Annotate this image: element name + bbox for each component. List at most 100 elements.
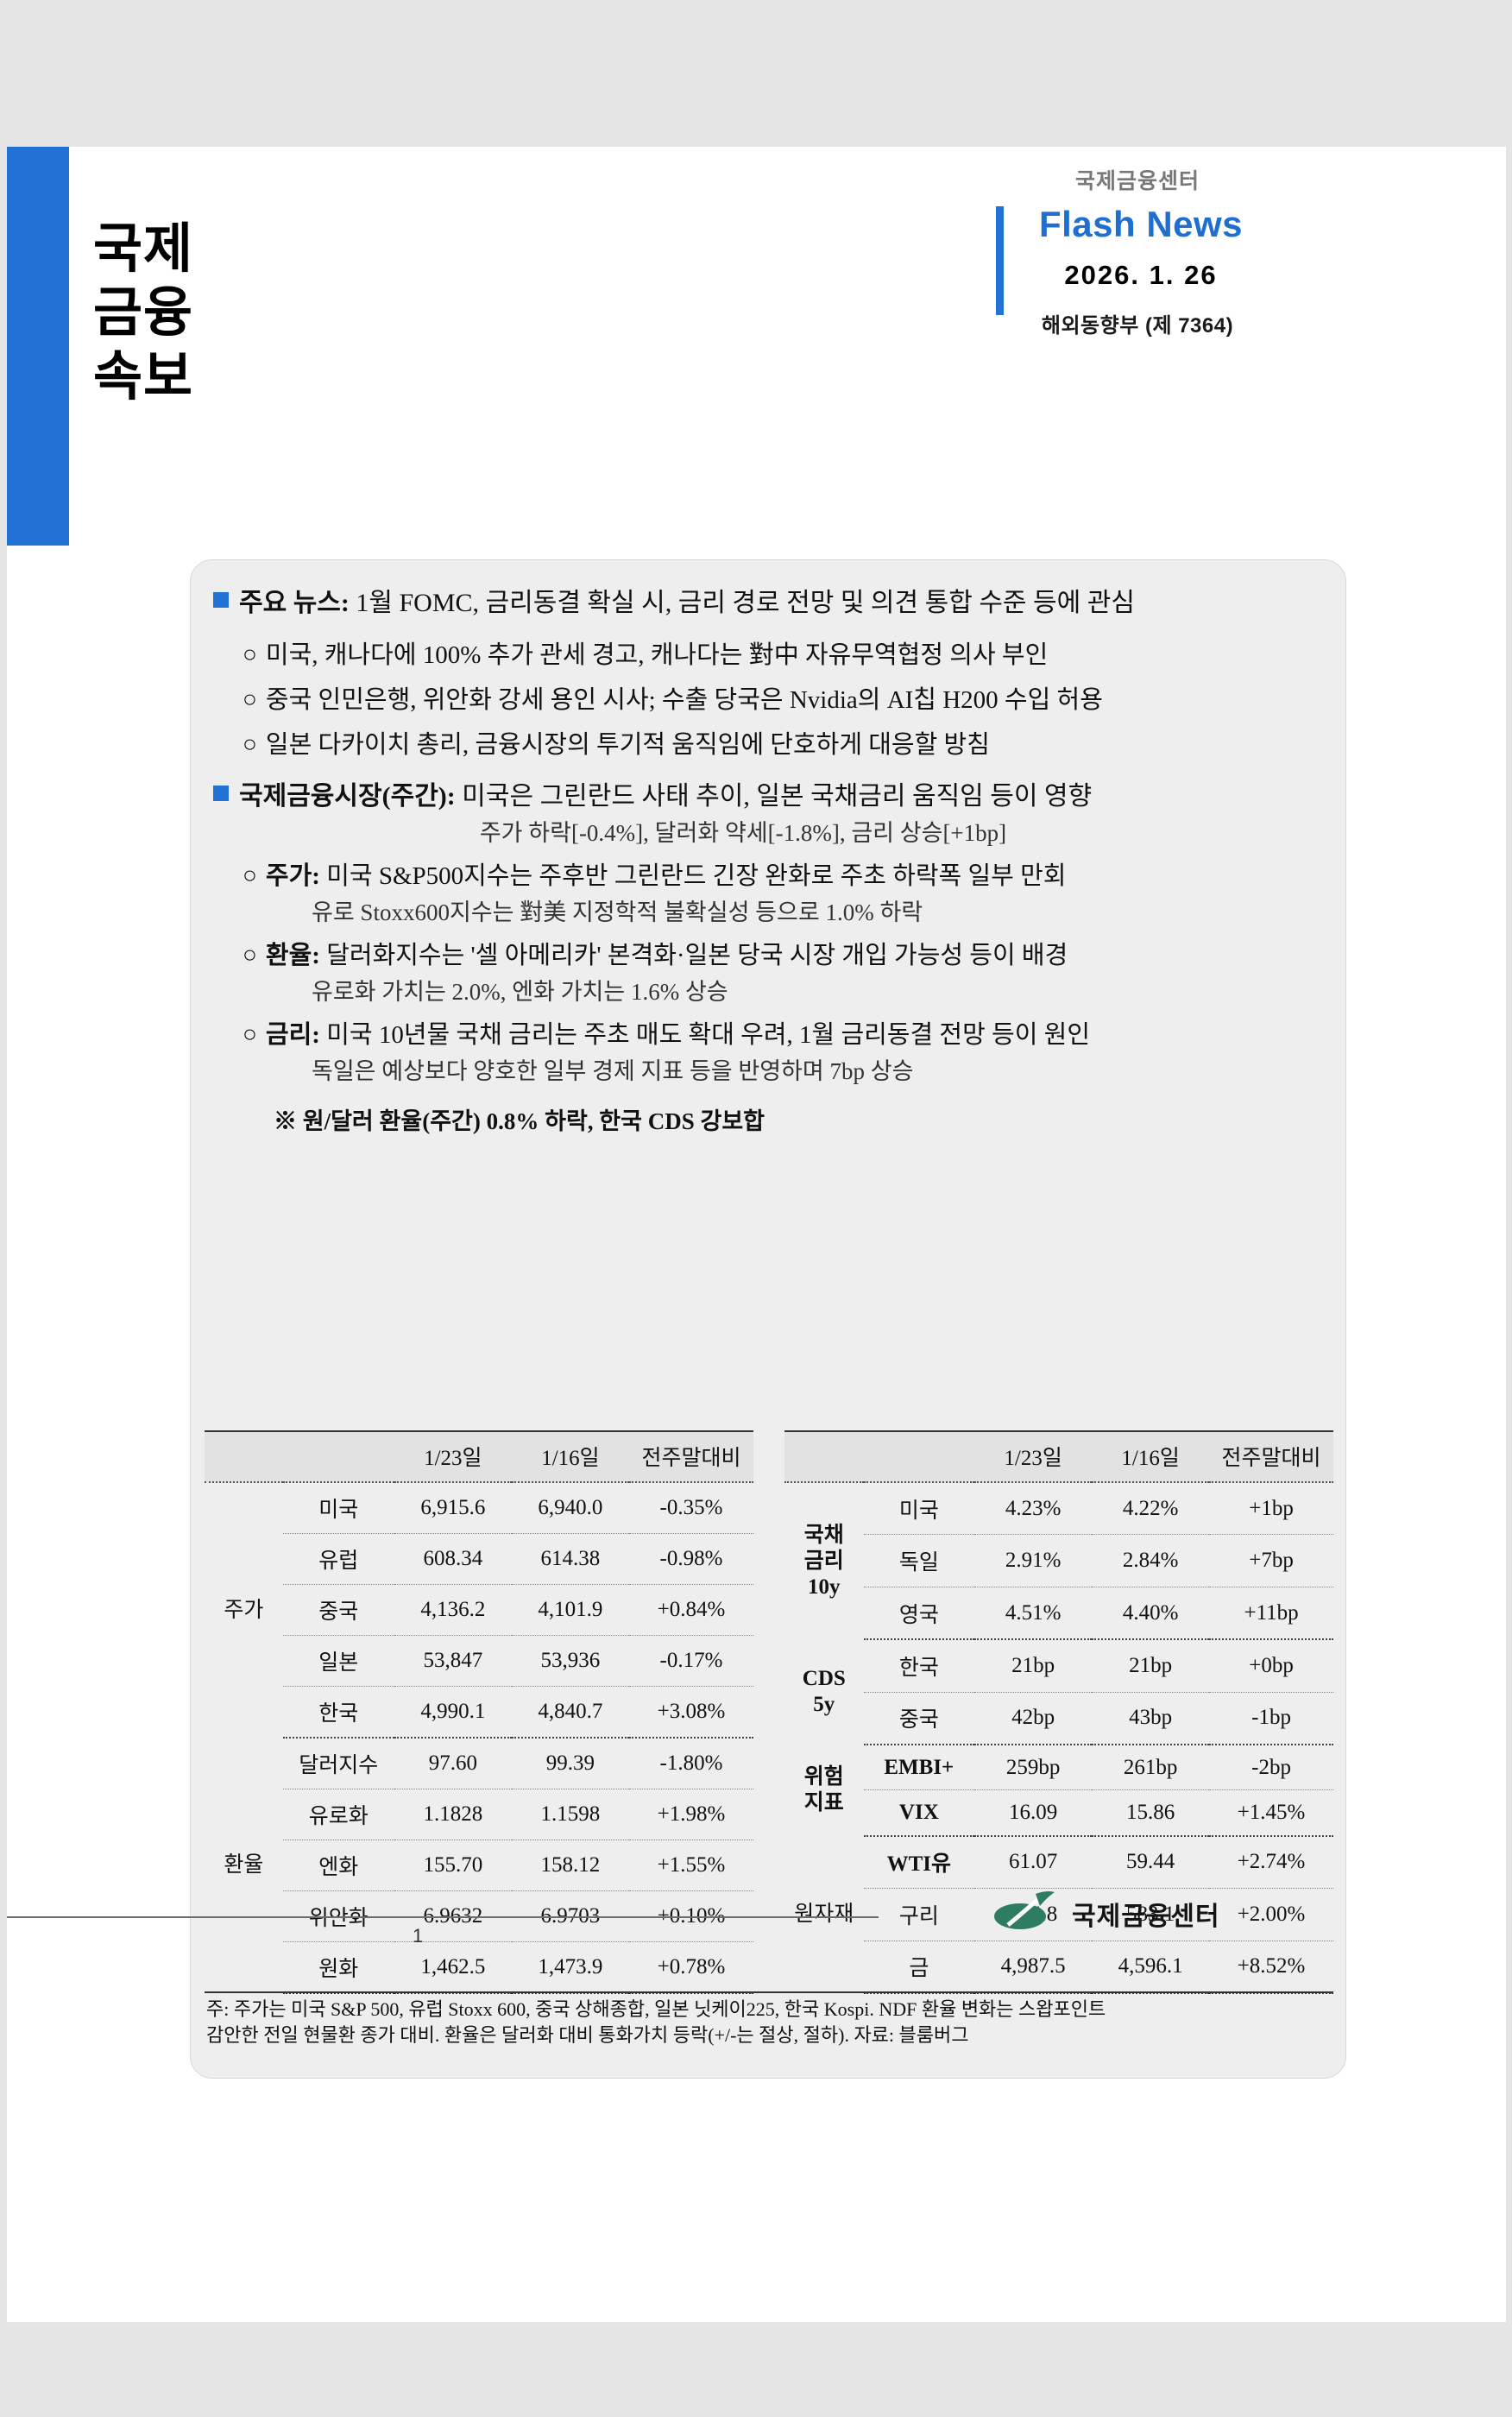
section-stocks-label: 주가: [265, 862, 320, 890]
table-row: 원화 1,462.5 1,473.9 +0.78% [205, 1941, 753, 1994]
footnote-line-1: 주: 주가는 미국 S&P 500, 유럽 Stoxx 600, 중국 상해종합… [206, 1998, 1106, 2020]
market-table-left: 1/23일 1/16일 전주말대비 주가 미국 6,915.6 6,940.0 … [205, 1430, 753, 1994]
table-row: 중국 4,136.2 4,101.9 +0.84% [205, 1584, 753, 1636]
value-change: +2.00% [1209, 1888, 1333, 1941]
section-rates-label: 금리: [265, 1021, 320, 1049]
header-date-previous: 1/16일 [511, 1430, 629, 1483]
group-label-stocks: 주가 [224, 1598, 264, 1622]
section-fx: ○ 환율: 달러화지수는 '셀 아메리카' 본격화·일본 당국 시장 개입 가능성… [208, 937, 1330, 975]
footer-logo-text: 국제금융센터 [1072, 1902, 1220, 1931]
row-label: 미국 [282, 1482, 394, 1534]
header-group-col [205, 1430, 283, 1483]
header-group-col [784, 1430, 864, 1483]
brand-accent-bar [995, 206, 1004, 315]
value-previous: 583.1 [1092, 1888, 1210, 1941]
circle-bullet-icon: ○ [243, 641, 257, 668]
value-change: -0.98% [628, 1533, 753, 1585]
table-row: 영국 4.51% 4.40% +11bp [784, 1587, 1333, 1641]
value-change: +8.52% [1209, 1941, 1333, 1994]
value-current: 6,915.6 [394, 1482, 512, 1534]
section-rates-subtext: 독일은 예상보다 양호한 일부 경제 지표 등을 반영하며 7bp 상승 [312, 1058, 914, 1084]
value-change: +0bp [1209, 1639, 1333, 1693]
section-stocks-subtext: 유로 Stoxx600지수는 對美 지정학적 불확실성 등으로 1.0% 하락 [312, 899, 923, 925]
value-change: +1.45% [1209, 1789, 1333, 1837]
value-change: +1.55% [628, 1840, 753, 1891]
value-change: -0.17% [628, 1635, 753, 1687]
table-row: 주가 미국 6,915.6 6,940.0 -0.35% [205, 1482, 753, 1622]
masthead-title: 국제 금융 속보 [93, 218, 318, 409]
value-previous: 1.1598 [511, 1789, 629, 1840]
bullet-item-3: ○ 일본 다카이치 총리, 금융시장의 투기적 움직임에 단호하게 대응할 방침 [208, 726, 1330, 764]
headline-main-news-label: 주요 뉴스: [239, 589, 350, 617]
table-row: VIX 16.09 15.86 +1.45% [784, 1789, 1333, 1837]
table-row: 엔화 155.70 158.12 +1.55% [205, 1840, 753, 1891]
value-previous: 4,596.1 [1092, 1941, 1210, 1994]
masthead-title-line-2: 금융 [93, 283, 194, 343]
value-change: +1bp [1209, 1482, 1333, 1536]
value-previous: 4.22% [1092, 1482, 1210, 1536]
table-row: 환율 달러지수 97.60 99.39 -1.80% [205, 1738, 753, 1877]
value-previous: 2.84% [1092, 1534, 1210, 1587]
value-change: -0.35% [628, 1482, 753, 1534]
row-label: 한국 [282, 1686, 394, 1739]
header-row-label-col [282, 1430, 394, 1483]
row-label: 원화 [282, 1941, 394, 1994]
header-date-previous: 1/16일 [1092, 1430, 1210, 1483]
table-right-body: 국채 금리 10y 미국 4.23% 4.22% +1bp 독일 2.91% 2… [784, 1482, 1333, 1994]
value-change: +3.08% [628, 1686, 753, 1739]
value-previous: 261bp [1092, 1745, 1210, 1791]
value-previous: 614.38 [511, 1533, 629, 1585]
kcif-logo-icon [991, 1889, 1060, 1938]
value-current: 61.07 [974, 1835, 1093, 1890]
section-fx-subtext: 유로화 가치는 2.0%, 엔화 가치는 1.6% 상승 [312, 979, 728, 1005]
bullet-item-1-text: 미국, 캐나다에 100% 추가 관세 경고, 캐나다는 對中 자유무역협정 의… [265, 641, 1049, 669]
row-label: WTI유 [863, 1835, 975, 1890]
value-current: 21bp [974, 1639, 1093, 1693]
value-previous: 15.86 [1092, 1789, 1210, 1837]
masthead-title-line-1: 국제 [93, 219, 194, 279]
value-current: 4,136.2 [394, 1584, 512, 1636]
value-change: +1.98% [628, 1789, 753, 1840]
table-row: 중국 42bp 43bp -1bp [784, 1692, 1333, 1746]
value-current: 16.09 [974, 1789, 1093, 1837]
headline-market-weekly: 국제금융시장(주간): 미국은 그린란드 사태 추이, 일본 국채금리 움직임 … [208, 778, 1330, 816]
value-current: 42bp [974, 1692, 1093, 1746]
headline-main-news: 주요 뉴스: 1월 FOMC, 금리동결 확실 시, 금리 경로 전망 및 의견… [208, 584, 1330, 622]
headline-main-news-text: 1월 FOMC, 금리동결 확실 시, 금리 경로 전망 및 의견 통합 수준 … [349, 589, 1135, 617]
section-fx-label: 환율: [265, 942, 320, 969]
publication-date: 2026. 1. 26 [1064, 260, 1218, 290]
market-weekly-subtext: 주가 하락[-0.4%], 달러화 약세[-1.8%], 금리 상승[+1bp] [479, 820, 1007, 846]
table-row: 일본 53,847 53,936 -0.17% [205, 1635, 753, 1687]
value-current: 4,987.5 [974, 1941, 1093, 1994]
table-row: 국채 금리 10y 미국 4.23% 4.22% +1bp [784, 1482, 1333, 1599]
header-row-label-col [863, 1430, 975, 1483]
value-previous: 43bp [1092, 1692, 1210, 1746]
header-date-current: 1/23일 [974, 1430, 1093, 1483]
bullet-item-1: ○ 미국, 캐나다에 100% 추가 관세 경고, 캐나다는 對中 자유무역협정 … [208, 636, 1330, 674]
group-label-cds: CDS 5y [802, 1667, 846, 1717]
footer-divider [7, 1916, 879, 1918]
row-label: 유럽 [282, 1533, 394, 1585]
table-row: 유로화 1.1828 1.1598 +1.98% [205, 1789, 753, 1840]
value-current: 1,462.5 [394, 1941, 512, 1994]
section-stocks: ○ 주가: 미국 S&P500지수는 주후반 그린란드 긴장 완화로 주초 하락폭… [208, 857, 1330, 895]
table-row: 구리 594.8 583.1 +2.00% [784, 1888, 1333, 1941]
footnote-divider [205, 1991, 1333, 1993]
row-label: 달러지수 [282, 1738, 394, 1789]
value-previous: 1,473.9 [511, 1941, 629, 1994]
brand-organization: 국제금융센터 [1074, 169, 1200, 193]
group-label-commodities: 원자재 [794, 1902, 854, 1926]
value-current: 259bp [974, 1745, 1093, 1791]
square-bullet-icon [213, 786, 229, 801]
table-row: 한국 4,990.1 4,840.7 +3.08% [205, 1686, 753, 1739]
value-current: 1.1828 [394, 1789, 512, 1840]
value-change: +0.84% [628, 1584, 753, 1636]
page-number: 1 [413, 1925, 424, 1947]
value-previous: 59.44 [1092, 1835, 1210, 1890]
department-and-issue: 해외동향부 (제 7364) [1041, 314, 1234, 338]
value-previous: 6,940.0 [511, 1482, 629, 1534]
value-current: 4.51% [974, 1587, 1093, 1641]
masthead-title-line-3: 속보 [93, 347, 194, 407]
value-change: +7bp [1209, 1534, 1333, 1587]
header-change: 전주말대비 [1209, 1430, 1333, 1483]
